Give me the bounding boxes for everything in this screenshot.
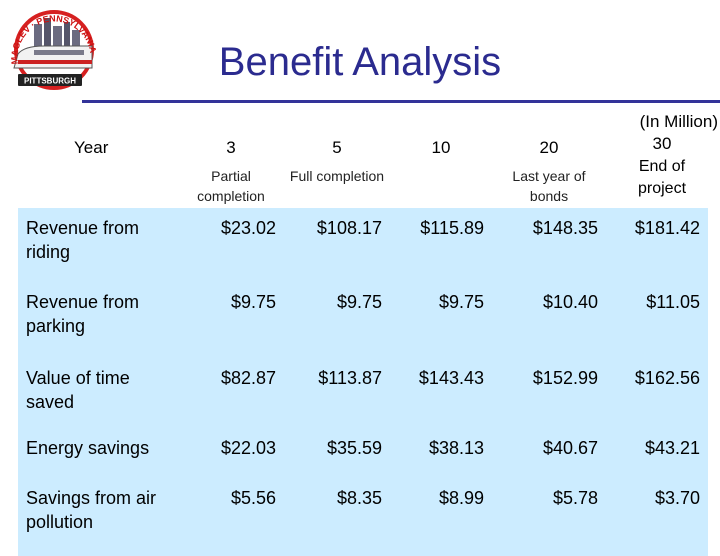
page-title: Benefit Analysis [218,40,502,84]
year-column-5: 5 Full completion [284,132,390,208]
unit-note: (In Million) [639,112,718,131]
logo-bottom-text: PITTSBURGH [24,77,76,86]
cell-value: $23.02 [178,208,284,282]
cell-value: $9.75 [284,282,390,358]
cell-value: $9.75 [178,282,284,358]
row-label: Value of time saved [18,358,178,428]
year-header: Year [18,132,178,208]
cell-value: $11.05 [606,282,708,358]
year-value: 5 [332,138,342,157]
year-column-20: 20 Last year of bonds [492,132,606,208]
header-row: Year 3 Partial completion 5 Full complet… [18,132,708,208]
cell-value: $8.35 [284,478,390,556]
year-value: 10 [431,138,451,157]
benefit-table: Year 3 Partial completion 5 Full complet… [18,132,708,556]
year-value: 3 [226,138,236,157]
year-value: 20 [539,138,559,157]
cell-value: $5.78 [492,478,606,556]
year-note: Partial completion [197,168,265,204]
maglev-logo-icon: MAGLEV · PENNSYLVANIA PITTSBURGH [9,10,98,90]
maglev-logo: MAGLEV · PENNSYLVANIA PITTSBURGH [4,2,100,94]
row-label: Revenue from parking [18,282,178,358]
cell-value: $40.67 [492,428,606,478]
cell-value: $82.87 [178,358,284,428]
cell-value: $8.99 [390,478,492,556]
cell-value: $35.59 [284,428,390,478]
table-row: Value of time saved $82.87 $113.87 $143.… [18,358,708,428]
cell-value: $10.40 [492,282,606,358]
table-row: Revenue from riding $23.02 $108.17 $115.… [18,208,708,282]
cell-value: $152.99 [492,358,606,428]
cell-value: $148.35 [492,208,606,282]
cell-value: $38.13 [390,428,492,478]
table-row: Revenue from parking $9.75 $9.75 $9.75 $… [18,282,708,358]
cell-value: $5.56 [178,478,284,556]
cell-value: $115.89 [390,208,492,282]
cell-value: $108.17 [284,208,390,282]
year-note: Last year of bonds [512,168,586,204]
year-note: Full completion [289,168,385,184]
cell-value: $113.87 [284,358,390,428]
cell-value: $3.70 [606,478,708,556]
table-row: Energy savings $22.03 $35.59 $38.13 $40.… [18,428,708,478]
table-row: Savings from air pollution $5.56 $8.35 $… [18,478,708,556]
year-note: End of project [637,158,687,197]
row-label: Revenue from riding [18,208,178,282]
year-column-10: 10 [390,132,492,208]
cell-value: $9.75 [390,282,492,358]
row-label: Savings from air pollution [18,478,178,556]
title-divider [82,100,720,103]
cell-value: $22.03 [178,428,284,478]
cell-value: $43.21 [606,428,708,478]
year-column-30: 30 End of project [606,132,708,208]
year-value: 30 [652,134,672,153]
cell-value: $181.42 [606,208,708,282]
cell-value: $143.43 [390,358,492,428]
cell-value: $162.56 [606,358,708,428]
row-label: Energy savings [18,428,178,478]
year-column-3: 3 Partial completion [178,132,284,208]
